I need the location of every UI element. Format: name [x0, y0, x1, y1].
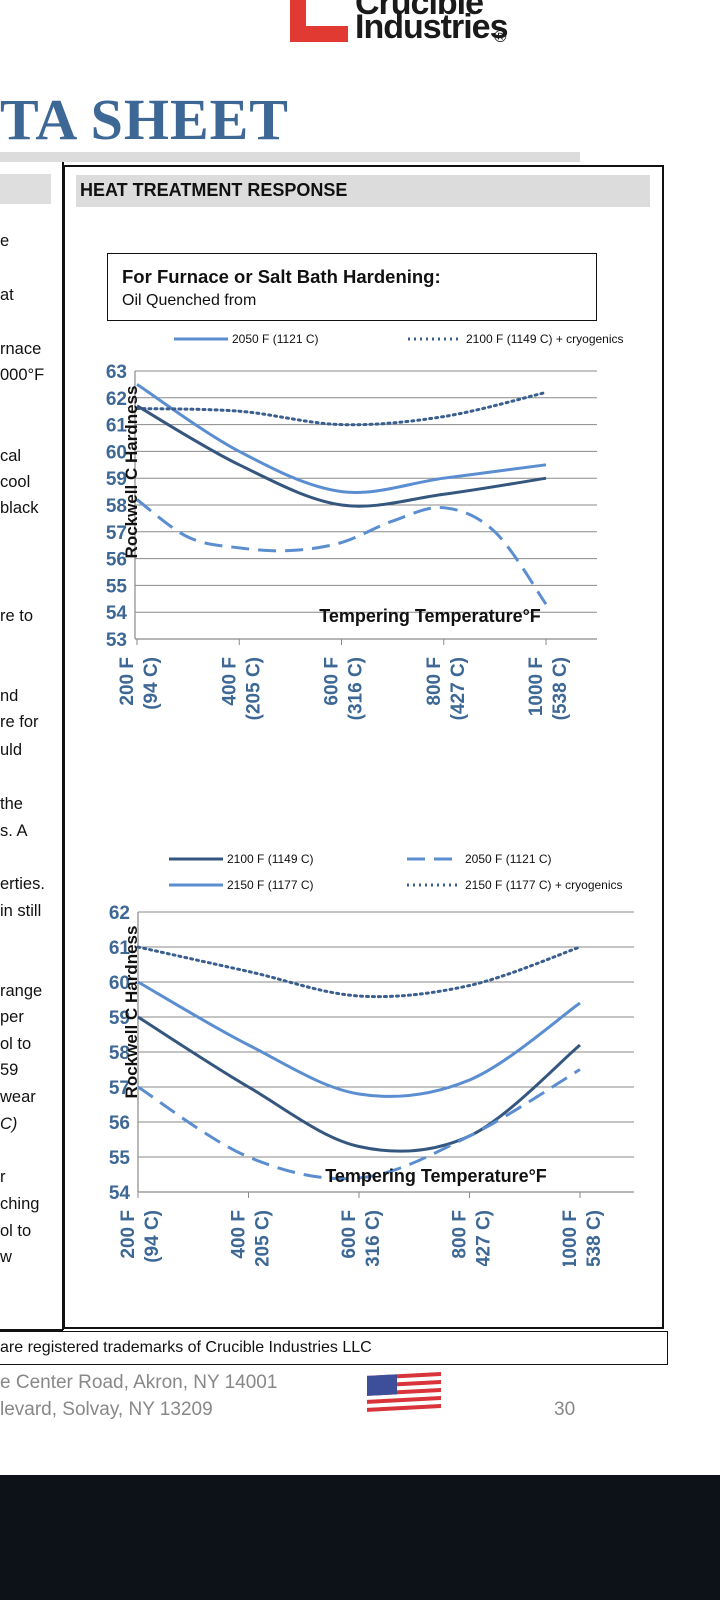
- left-column-fragment: wear: [0, 1088, 36, 1106]
- legend-label: 2150 F (1177 C): [227, 878, 314, 892]
- left-column-fragment: e: [0, 232, 10, 250]
- y-tick-label: 61: [106, 416, 128, 437]
- y-tick-label: 59: [109, 1008, 130, 1029]
- address-line-1: e Center Road, Akron, NY 14001: [0, 1372, 278, 1393]
- y-tick-label: 53: [106, 630, 127, 651]
- data-sheet-title: TA SHEET: [0, 87, 289, 152]
- x-tick-label: 600 F (316 C): [322, 657, 367, 720]
- left-column-fragment: ching: [0, 1195, 40, 1213]
- x-tick-label: 600 F (316 C): [339, 1210, 384, 1266]
- us-flag-icon: [367, 1372, 441, 1416]
- series-line: [136, 945, 582, 999]
- logo-text-industries: Industries: [355, 8, 508, 46]
- series-line: [137, 980, 581, 1098]
- y-tick-label: 57: [106, 523, 127, 544]
- trademark-text: are registered trademarks of Crucible In…: [0, 1339, 372, 1356]
- legend-label: 2150 F (1177 C) + cryogenics: [465, 878, 623, 892]
- series-line: [136, 498, 548, 606]
- section-title: HEAT TREATMENT RESPONSE: [80, 180, 348, 200]
- y-tick-label: 55: [106, 576, 128, 597]
- page-number: 30: [554, 1399, 576, 1420]
- left-column-fragment: range: [0, 982, 43, 1000]
- left-column-fragment: re for: [0, 713, 39, 731]
- left-column-bottom-rule: [0, 1329, 63, 1331]
- series-line: [137, 1068, 581, 1181]
- left-column-header: [0, 174, 51, 204]
- left-column-fragment: black: [0, 499, 39, 517]
- left-column-fragment: s. A: [0, 822, 28, 840]
- viewer-bottom-bar: [0, 1475, 720, 1600]
- left-column-fragment: 000°F: [0, 366, 45, 384]
- y-tick-label: 54: [109, 1183, 131, 1204]
- hardening-callout: [107, 253, 597, 321]
- y-tick-label: 56: [106, 550, 127, 571]
- y-tick-label: 56: [109, 1113, 130, 1134]
- y-axis-title: Rockwell C Hardness: [122, 926, 141, 1099]
- y-tick-label: 55: [109, 1148, 131, 1169]
- x-tick-label: 400 F (205 C): [229, 1210, 274, 1266]
- legend-label: 2100 F (1149 C) + cryogenics: [466, 332, 624, 346]
- y-tick-label: 61: [109, 938, 131, 959]
- hardness-chart-2: 54 55 56 57 58 59 60 61 62 200 F (94 C) 400 F (205 C…: [109, 852, 634, 1266]
- x-tick-label: 1000 F (538 C): [526, 657, 571, 720]
- x-tick-label: 800 F (427 C): [450, 1210, 495, 1266]
- series-line: [136, 383, 547, 494]
- address-line-2: levard, Solvay, NY 13209: [0, 1399, 213, 1420]
- trademark-box: [0, 1331, 668, 1365]
- left-column-fragment: 59: [0, 1061, 19, 1079]
- left-column-fragment: uld: [0, 741, 23, 759]
- section-header-bar: [76, 175, 650, 207]
- x-tick-label: 200 F (94 C): [118, 1210, 163, 1263]
- title-rule: [0, 152, 580, 162]
- legend-label: 2050 F (1121 C): [232, 332, 319, 346]
- left-column-fragment: rnace: [0, 340, 42, 358]
- left-column-fragment: cool: [0, 473, 31, 491]
- y-tick-label: 54: [106, 603, 128, 624]
- legend-label: 2050 F (1121 C): [465, 852, 552, 866]
- y-tick-label: 60: [106, 442, 127, 463]
- series-line: [137, 1015, 581, 1153]
- left-column-fragment: w: [0, 1248, 12, 1266]
- left-column-fragment: C): [0, 1115, 18, 1133]
- hardness-chart-1: 53 54 55 56 57 58 59 60 61 62 63 200 F (94 C) 400 F (2…: [106, 332, 624, 720]
- left-column-fragment: cal: [0, 447, 22, 465]
- left-column-fragment: in still: [0, 902, 42, 920]
- left-column-fragment: ol to: [0, 1035, 32, 1053]
- y-tick-label: 58: [106, 496, 127, 517]
- x-tick-label: 1000 F (538 C): [560, 1210, 605, 1266]
- y-tick-label: 63: [106, 362, 127, 383]
- left-column-fragment: the: [0, 795, 23, 813]
- left-column-fragment: ol to: [0, 1222, 32, 1240]
- x-axis-title: Tempering Temperature°F: [325, 1166, 547, 1186]
- callout-title: For Furnace or Salt Bath Hardening:: [122, 266, 441, 287]
- series-line: [135, 390, 548, 427]
- registered-mark: ®: [494, 27, 507, 46]
- logo-text-crucible: Crucible: [355, 0, 484, 22]
- left-column-fragment: at: [0, 286, 14, 304]
- left-column-fragment: re to: [0, 607, 34, 625]
- y-tick-label: 62: [106, 389, 127, 410]
- legend-label: 2100 F (1149 C): [227, 852, 314, 866]
- crucible-logo-cutout: [306, 0, 348, 26]
- y-axis-title: Rockwell C Hardness: [122, 386, 141, 559]
- left-column-fragment: nd: [0, 687, 19, 705]
- series-line: [136, 404, 547, 508]
- x-tick-label: 400 F (205 C): [219, 657, 264, 720]
- x-tick-label: 200 F (94 C): [117, 657, 162, 710]
- y-tick-label: 62: [109, 903, 130, 924]
- y-tick-label: 60: [109, 973, 130, 994]
- x-tick-label: 800 F (427 C): [424, 657, 469, 720]
- heat-treatment-panel: [63, 165, 664, 1329]
- y-tick-label: 57: [109, 1078, 130, 1099]
- y-tick-label: 58: [109, 1043, 130, 1064]
- left-column-fragment: erties.: [0, 875, 45, 893]
- left-column-fragment: r: [0, 1168, 6, 1186]
- x-axis-title: Tempering Temperature°F: [319, 606, 541, 626]
- y-tick-label: 59: [106, 469, 127, 490]
- left-column-fragment: per: [0, 1008, 24, 1026]
- callout-subtitle: Oil Quenched from: [122, 292, 257, 309]
